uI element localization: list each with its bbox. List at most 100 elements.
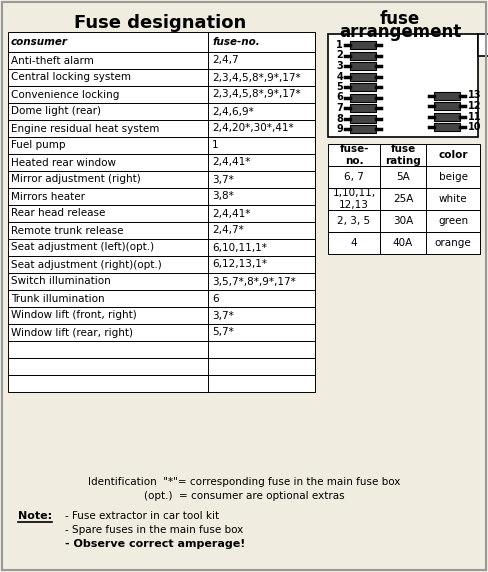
- Text: orange: orange: [435, 238, 471, 248]
- Bar: [328, 232, 380, 254]
- Bar: [434, 123, 460, 131]
- Text: 4: 4: [351, 238, 357, 248]
- Text: 3: 3: [336, 61, 343, 71]
- Bar: [350, 93, 376, 101]
- Text: Switch illumination: Switch illumination: [11, 276, 111, 287]
- Bar: [8, 154, 315, 171]
- Text: Anti-theft alarm: Anti-theft alarm: [11, 55, 94, 66]
- Bar: [8, 86, 315, 103]
- Bar: [8, 324, 315, 341]
- Bar: [8, 222, 315, 239]
- Text: - Spare fuses in the main fuse box: - Spare fuses in the main fuse box: [65, 525, 243, 535]
- Text: 1,10,11,
12,13: 1,10,11, 12,13: [332, 188, 376, 210]
- Bar: [434, 92, 460, 100]
- Bar: [8, 103, 315, 120]
- Text: Rear head release: Rear head release: [11, 209, 105, 219]
- Text: 25A: 25A: [393, 194, 413, 204]
- Text: 3,7*: 3,7*: [212, 174, 234, 185]
- Text: 12: 12: [468, 101, 482, 111]
- Text: 2,4,6,9*: 2,4,6,9*: [212, 106, 254, 117]
- Text: 30A: 30A: [393, 216, 413, 226]
- Text: Identification  "*"= corresponding fuse in the main fuse box: Identification "*"= corresponding fuse i…: [88, 477, 400, 487]
- Text: 2: 2: [336, 50, 343, 61]
- Bar: [426, 144, 480, 166]
- Bar: [426, 166, 480, 188]
- Bar: [328, 144, 380, 166]
- Text: - Observe correct amperage!: - Observe correct amperage!: [65, 539, 245, 549]
- Text: 6,12,13,1*: 6,12,13,1*: [212, 260, 267, 269]
- Text: Heated rear window: Heated rear window: [11, 157, 116, 168]
- Bar: [328, 188, 380, 210]
- Text: 40A: 40A: [393, 238, 413, 248]
- Text: beige: beige: [439, 172, 468, 182]
- Text: 1: 1: [212, 141, 219, 150]
- Text: Mirror adjustment (right): Mirror adjustment (right): [11, 174, 141, 185]
- Bar: [8, 375, 315, 392]
- Bar: [380, 210, 426, 232]
- Text: 3,7*: 3,7*: [212, 311, 234, 320]
- Text: 2, 3, 5: 2, 3, 5: [337, 216, 370, 226]
- Bar: [350, 83, 376, 91]
- Text: color: color: [438, 150, 468, 160]
- Text: 6, 7: 6, 7: [344, 172, 364, 182]
- Text: 2,4,41*: 2,4,41*: [212, 157, 250, 168]
- Text: 4: 4: [336, 72, 343, 81]
- Text: fuse-no.: fuse-no.: [212, 37, 260, 47]
- Text: 6,10,11,1*: 6,10,11,1*: [212, 243, 267, 252]
- Text: Remote trunk release: Remote trunk release: [11, 225, 123, 236]
- Text: 2,3,4,5,8*,9*,17*: 2,3,4,5,8*,9*,17*: [212, 73, 301, 82]
- Text: 10: 10: [468, 122, 482, 132]
- Text: consumer: consumer: [11, 37, 68, 47]
- Text: Seat adjustment (right)(opt.): Seat adjustment (right)(opt.): [11, 260, 162, 269]
- Text: 3,8*: 3,8*: [212, 192, 234, 201]
- Text: Convenience locking: Convenience locking: [11, 89, 120, 100]
- Bar: [426, 188, 480, 210]
- Text: 13: 13: [468, 90, 482, 101]
- Text: Seat adjustment (left)(opt.): Seat adjustment (left)(opt.): [11, 243, 154, 252]
- Text: green: green: [438, 216, 468, 226]
- Bar: [380, 144, 426, 166]
- Bar: [8, 239, 315, 256]
- Bar: [350, 104, 376, 112]
- Text: Fuse designation: Fuse designation: [74, 14, 246, 32]
- Bar: [8, 120, 315, 137]
- Bar: [328, 34, 478, 137]
- Text: Window lift (rear, right): Window lift (rear, right): [11, 328, 133, 337]
- Bar: [350, 51, 376, 59]
- Text: 3,5,7*,8*,9*,17*: 3,5,7*,8*,9*,17*: [212, 276, 296, 287]
- Bar: [478, 34, 488, 56]
- Text: Dome light (rear): Dome light (rear): [11, 106, 101, 117]
- Text: Fuel pump: Fuel pump: [11, 141, 65, 150]
- Bar: [8, 52, 315, 69]
- Bar: [328, 166, 380, 188]
- Bar: [380, 188, 426, 210]
- Bar: [350, 125, 376, 133]
- Bar: [8, 205, 315, 222]
- Bar: [380, 232, 426, 254]
- Bar: [350, 41, 376, 49]
- Bar: [8, 358, 315, 375]
- Bar: [8, 171, 315, 188]
- Text: 2,3,4,5,8*,9*,17*: 2,3,4,5,8*,9*,17*: [212, 89, 301, 100]
- Bar: [380, 166, 426, 188]
- Bar: [8, 307, 315, 324]
- Text: fuse-
no.: fuse- no.: [339, 144, 369, 166]
- Bar: [8, 273, 315, 290]
- Text: Mirrors heater: Mirrors heater: [11, 192, 85, 201]
- Text: 5,7*: 5,7*: [212, 328, 234, 337]
- Text: 5: 5: [336, 82, 343, 92]
- Text: 7: 7: [336, 103, 343, 113]
- Bar: [8, 290, 315, 307]
- Text: 6: 6: [212, 293, 219, 304]
- Text: 2,4,41*: 2,4,41*: [212, 209, 250, 219]
- Text: 5A: 5A: [396, 172, 410, 182]
- Text: white: white: [439, 194, 468, 204]
- Bar: [350, 62, 376, 70]
- Bar: [328, 210, 380, 232]
- Text: 6: 6: [336, 93, 343, 102]
- Text: 8: 8: [336, 113, 343, 124]
- Bar: [434, 113, 460, 121]
- Text: 2,4,7: 2,4,7: [212, 55, 239, 66]
- Text: Window lift (front, right): Window lift (front, right): [11, 311, 137, 320]
- Bar: [350, 73, 376, 81]
